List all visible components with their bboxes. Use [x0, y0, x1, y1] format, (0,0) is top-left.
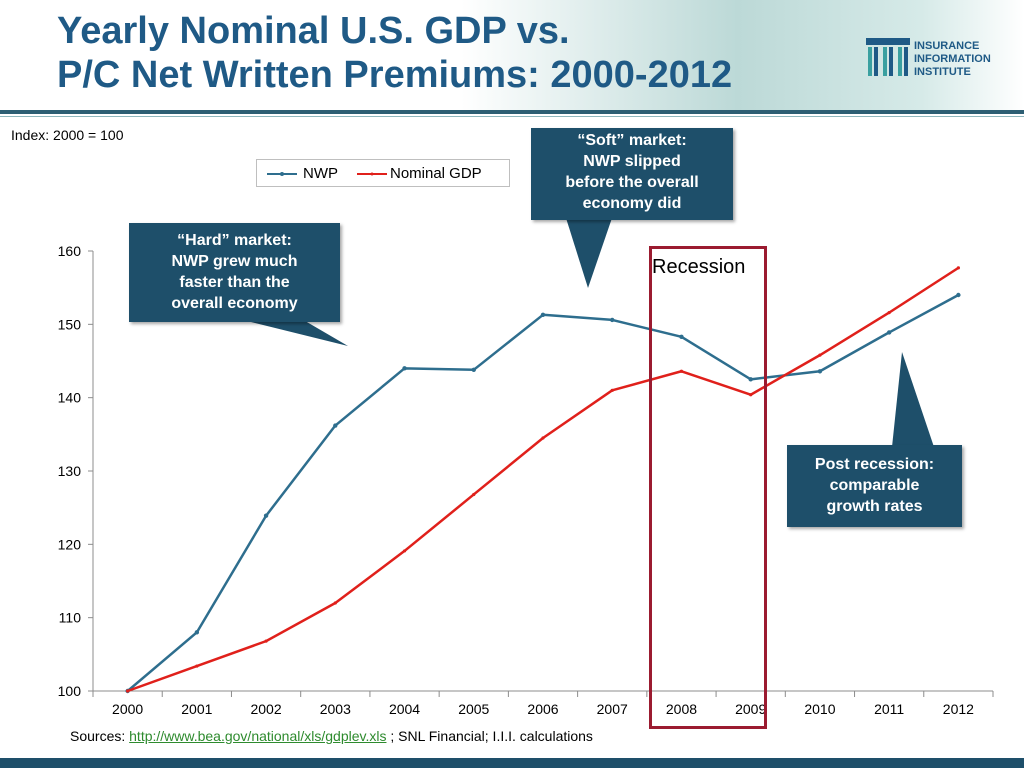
y-tick-label: 120	[58, 536, 82, 552]
data-point-gdp	[956, 266, 960, 270]
sources-prefix: Sources:	[70, 728, 130, 744]
header-divider	[0, 110, 1024, 114]
x-tick-label: 2002	[250, 701, 281, 717]
data-point-gdp	[610, 388, 614, 392]
post-callout-line: growth rates	[826, 498, 923, 515]
index-note: Index: 2000 = 100	[11, 127, 124, 143]
x-tick-label: 2003	[320, 701, 351, 717]
post-recession-callout: Post recession: comparable growth rates	[787, 445, 962, 527]
y-tick-label: 100	[58, 683, 82, 699]
data-point-gdp	[541, 436, 545, 440]
data-point-gdp	[472, 492, 476, 497]
data-point-nwp	[817, 369, 823, 374]
page-title-line1: Yearly Nominal U.S. GDP vs.	[57, 10, 570, 52]
data-point-nwp	[748, 377, 753, 382]
data-point-nwp	[956, 292, 961, 298]
data-point-nwp	[610, 317, 615, 323]
y-tick-label: 110	[59, 610, 82, 626]
sources-link[interactable]: http://www.bea.gov/national/xls/gdplev.x…	[129, 728, 387, 744]
logo-text-line3: INSTITUTE	[914, 66, 971, 78]
hard-callout-line: NWP grew much	[171, 253, 298, 270]
data-point-gdp	[818, 353, 822, 357]
x-tick-label: 2009	[735, 701, 766, 717]
x-tick-label: 2007	[597, 701, 628, 717]
data-point-nwp	[886, 330, 892, 335]
legend-swatch-nwp	[267, 172, 297, 176]
hard-callout-line: overall economy	[171, 295, 298, 312]
data-point-gdp	[402, 549, 407, 553]
x-tick-label: 2001	[181, 701, 212, 717]
data-point-nwp	[540, 312, 546, 317]
soft-callout-line: NWP slipped	[583, 153, 681, 170]
header-divider-thin	[0, 116, 1024, 117]
x-tick-label: 2006	[527, 701, 558, 717]
data-point-nwp	[263, 513, 269, 518]
x-tick-label: 2008	[666, 701, 697, 717]
data-point-nwp	[679, 334, 684, 339]
header-banner	[0, 0, 1024, 112]
sources-note: Sources: http://www.bea.gov/national/xls…	[70, 728, 593, 744]
x-tick-label: 2005	[458, 701, 489, 717]
soft-callout-line: “Soft” market:	[577, 132, 687, 149]
soft-market-callout: “Soft” market: NWP slipped before the ov…	[531, 128, 733, 220]
iii-logo: INSURANCE INFORMATION INSTITUTE	[866, 38, 1016, 80]
data-point-gdp	[887, 311, 891, 315]
hard-market-callout: “Hard” market: NWP grew much faster than…	[129, 223, 340, 322]
soft-callout-pointer	[566, 218, 612, 288]
recession-label: Recession	[652, 256, 746, 278]
hard-callout-line: “Hard” market:	[177, 232, 292, 249]
data-point-gdp	[333, 601, 337, 605]
data-point-gdp	[264, 639, 268, 643]
data-point-gdp	[749, 393, 753, 397]
x-tick-label: 2004	[389, 701, 420, 717]
hard-callout-line: faster than the	[179, 274, 290, 291]
data-point-nwp	[402, 366, 407, 371]
logo-text-line2: INFORMATION	[914, 53, 991, 65]
footer-bar	[0, 758, 1024, 768]
x-tick-label: 2000	[112, 701, 143, 717]
legend-swatch-gdp	[357, 172, 387, 176]
data-point-nwp	[333, 423, 338, 428]
y-tick-label: 140	[58, 390, 82, 406]
sources-suffix: ; SNL Financial; I.I.I. calculations	[386, 728, 593, 744]
chart-legend: NWP Nominal GDP	[256, 159, 510, 187]
data-point-nwp	[471, 367, 476, 372]
soft-callout-line: economy did	[582, 195, 682, 212]
logo-text-line1: INSURANCE	[914, 40, 980, 52]
page-title-line2: P/C Net Written Premiums: 2000-2012	[57, 54, 733, 96]
post-callout-line: comparable	[829, 477, 920, 494]
y-tick-label: 130	[58, 463, 82, 479]
post-callout-pointer	[892, 352, 934, 447]
x-tick-label: 2010	[804, 701, 835, 717]
iii-logo-icon	[866, 38, 910, 76]
data-point-gdp	[126, 689, 130, 693]
legend-label-nwp: NWP	[303, 165, 338, 182]
recession-highlight-box	[649, 246, 767, 729]
y-tick-label: 160	[58, 243, 82, 259]
data-point-nwp	[194, 630, 200, 635]
y-tick-label: 150	[58, 316, 82, 332]
data-point-gdp	[195, 664, 199, 668]
hard-callout-pointer	[235, 318, 348, 346]
x-tick-label: 2011	[874, 701, 904, 717]
data-point-gdp	[679, 369, 684, 373]
legend-label-gdp: Nominal GDP	[390, 165, 482, 182]
soft-callout-line: before the overall	[565, 174, 699, 191]
x-tick-label: 2012	[943, 701, 974, 717]
post-callout-line: Post recession:	[814, 456, 935, 473]
